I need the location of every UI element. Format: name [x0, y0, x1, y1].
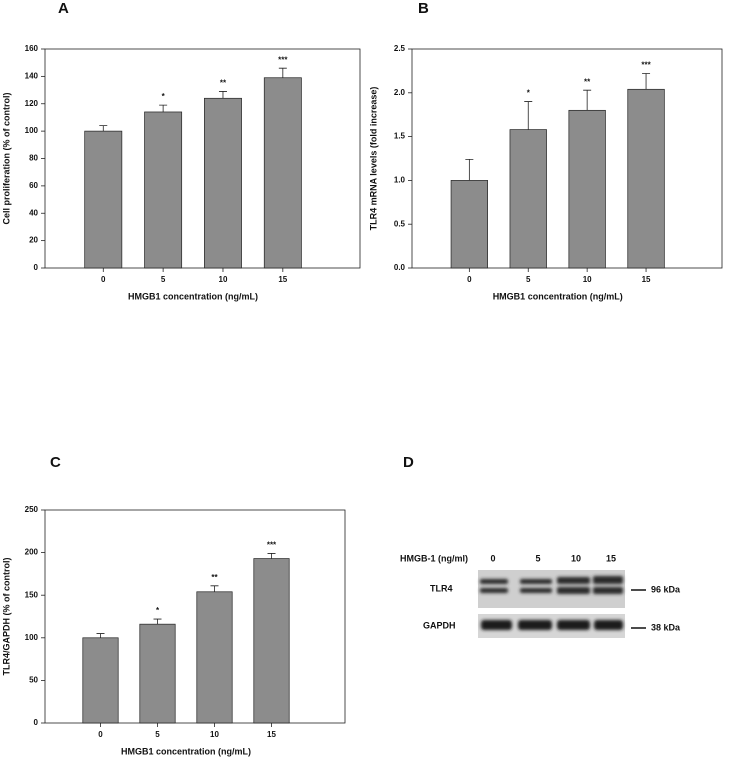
y-tick-label: 0	[34, 263, 39, 272]
error-bar	[99, 125, 108, 132]
y-tick-label: 2.5	[394, 44, 406, 53]
y-tick-label: 1.5	[394, 132, 406, 141]
panel-letter: D	[403, 454, 414, 471]
y-tick-label: 40	[29, 208, 38, 217]
error-bar	[524, 101, 533, 130]
significance-label: *	[156, 606, 160, 615]
x-axis-label: HMGB1 concentration (ng/mL)	[121, 746, 251, 756]
x-tick-label: 10	[583, 275, 592, 284]
y-tick-label: 200	[25, 548, 39, 557]
lane-label: 10	[571, 553, 581, 563]
x-tick-label: 15	[278, 275, 287, 284]
lane-label: 15	[606, 553, 616, 563]
blot-header: HMGB-1 (ng/ml)	[400, 553, 468, 563]
bands	[480, 576, 623, 594]
bar	[627, 88, 665, 269]
panel-letter: A	[58, 0, 69, 17]
y-axis-label: Cell proliferation (% of control)	[1, 92, 11, 224]
bar	[84, 130, 123, 269]
significance-label: ***	[278, 55, 288, 64]
y-tick-label: 2.0	[394, 88, 406, 97]
y-tick-label: 0.5	[394, 219, 406, 228]
error-bar	[210, 585, 219, 592]
y-tick-label: 250	[25, 505, 39, 514]
x-tick-label: 5	[526, 275, 531, 284]
y-tick-label: 120	[25, 99, 39, 108]
lane-label: 0	[490, 553, 495, 563]
significance-label: *	[527, 89, 531, 98]
y-tick-label: 100	[25, 126, 39, 135]
row-label: TLR4	[430, 583, 453, 593]
x-tick-label: 15	[267, 730, 276, 739]
y-tick-label: 160	[25, 44, 39, 53]
plot-frame	[411, 48, 723, 269]
y-axis-label: TLR4 mRNA levels (fold increase)	[368, 87, 378, 231]
bar	[263, 77, 302, 269]
error-bar	[159, 104, 168, 112]
y-tick-label: 20	[29, 236, 38, 245]
y-tick-label: 0.0	[394, 263, 406, 272]
bar	[509, 129, 547, 269]
bar	[82, 637, 119, 724]
error-bar	[583, 89, 592, 111]
error-bar	[96, 633, 105, 638]
y-tick-label: 50	[29, 676, 38, 685]
error-bar	[267, 553, 276, 559]
x-tick-label: 0	[98, 730, 103, 739]
significance-label: **	[584, 77, 591, 86]
significance-label: ***	[641, 61, 651, 70]
size-label: 96 kDa	[651, 584, 681, 594]
bar	[144, 111, 183, 269]
lane-label: 5	[535, 553, 540, 563]
x-tick-label: 0	[101, 275, 106, 284]
y-tick-label: 0	[34, 718, 39, 727]
error-bar	[278, 67, 287, 78]
error-bar	[153, 618, 162, 625]
bar	[196, 591, 233, 724]
x-tick-label: 5	[155, 730, 160, 739]
error-bar	[642, 73, 651, 90]
bar	[253, 558, 290, 724]
x-tick-label: 15	[642, 275, 651, 284]
y-tick-label: 80	[29, 154, 38, 163]
y-axis-label: TLR4/GAPDH (% of control)	[1, 558, 11, 676]
significance-label: **	[220, 79, 227, 88]
x-tick-label: 5	[161, 275, 166, 284]
x-axis-label: HMGB1 concentration (ng/mL)	[493, 291, 623, 301]
y-tick-label: 1.0	[394, 176, 406, 185]
significance-label: *	[162, 92, 166, 101]
error-bar	[465, 158, 474, 181]
x-tick-label: 10	[219, 275, 228, 284]
y-tick-label: 100	[25, 633, 39, 642]
bar	[568, 109, 606, 269]
bar	[204, 97, 242, 269]
x-axis-label: HMGB1 concentration (ng/mL)	[128, 291, 258, 301]
plot-frame	[44, 509, 346, 724]
western-blot: D HMGB-1 (ng/ml) 0 5 10 15 TLR4 GAPDH 96…	[400, 454, 681, 638]
panel-letter: B	[418, 0, 429, 17]
bar	[450, 180, 488, 269]
error-bar	[218, 91, 227, 99]
y-tick-label: 60	[29, 181, 38, 190]
row-label: GAPDH	[423, 620, 456, 630]
bar	[139, 623, 176, 724]
panel-letter: C	[50, 454, 61, 471]
significance-label: **	[211, 573, 218, 582]
x-tick-label: 10	[210, 730, 219, 739]
y-tick-label: 150	[25, 590, 39, 599]
y-tick-label: 140	[25, 71, 39, 80]
x-tick-label: 0	[467, 275, 472, 284]
size-label: 38 kDa	[651, 622, 681, 632]
bands	[481, 620, 623, 630]
significance-label: ***	[267, 541, 277, 550]
